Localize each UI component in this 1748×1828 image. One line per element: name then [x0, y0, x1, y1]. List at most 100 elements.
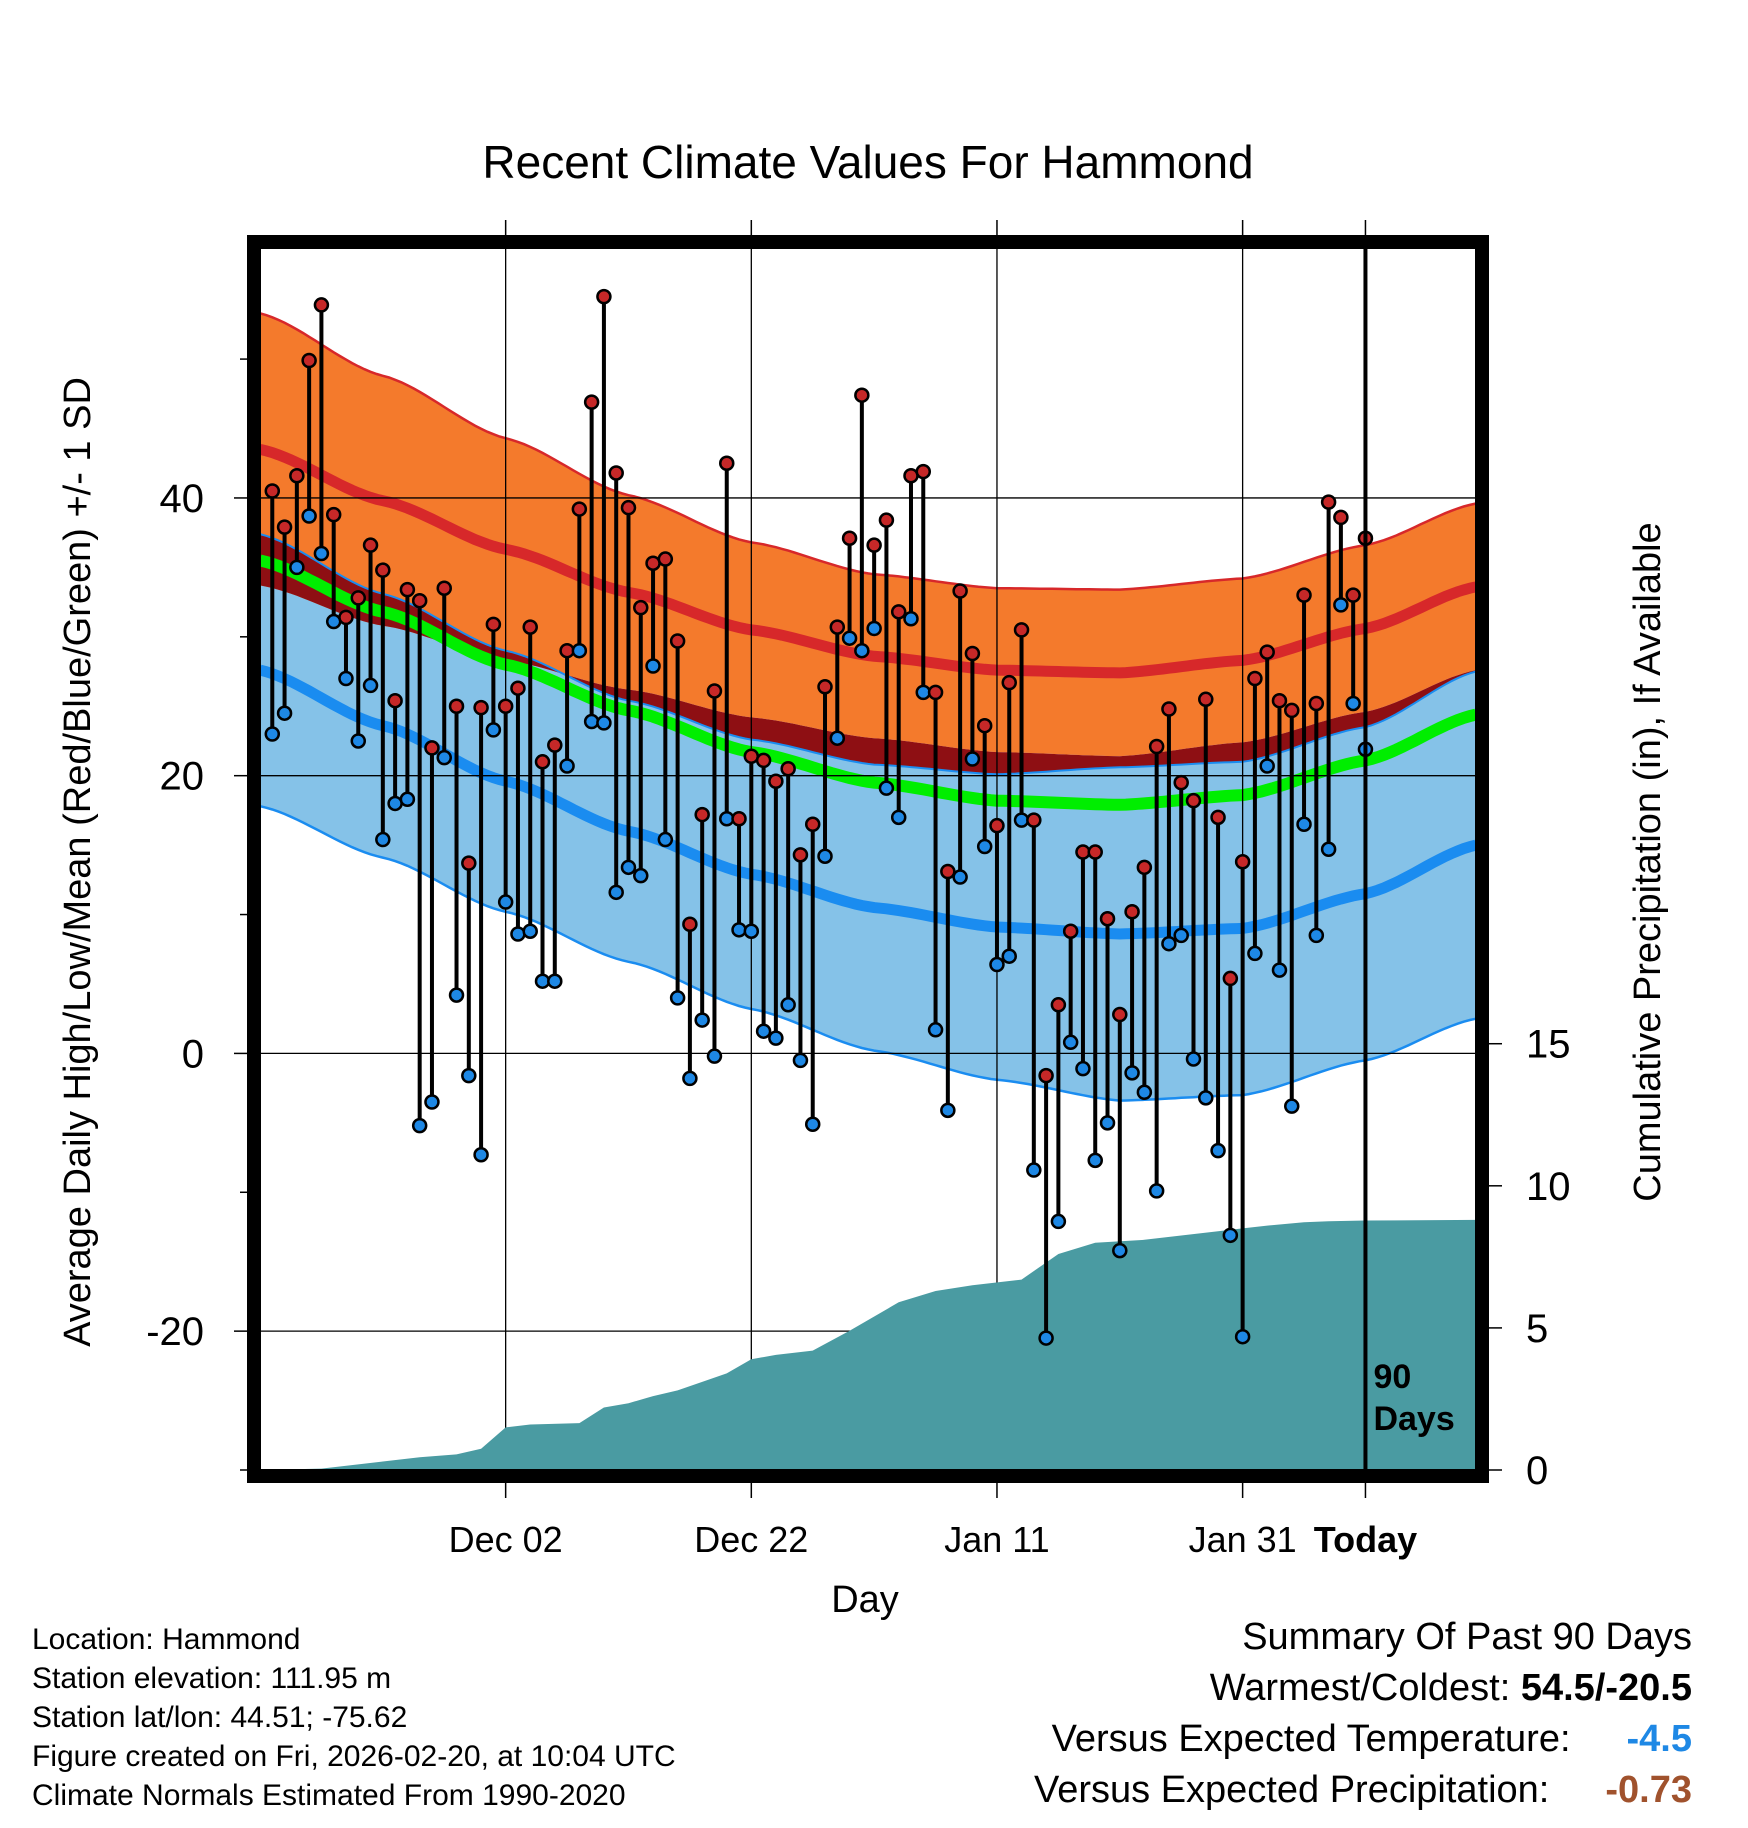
y-tick-label: 20	[160, 755, 205, 799]
daily-low-point	[829, 730, 846, 746]
daily-high-point	[522, 619, 538, 635]
daily-high-point	[1087, 844, 1103, 860]
daily-high-point	[485, 616, 502, 633]
daily-low-point	[375, 831, 391, 848]
daily-low-point	[890, 809, 907, 826]
location-text: Location: Hammond	[32, 1623, 301, 1656]
daily-low-point	[878, 780, 895, 796]
daily-high-point	[547, 737, 563, 753]
daily-low-point	[669, 990, 686, 1006]
daily-low-point	[547, 973, 563, 989]
daily-low-point	[596, 715, 612, 731]
elevation-text: Station elevation: 111.95 m	[32, 1662, 392, 1695]
daily-low-point	[633, 867, 649, 884]
daily-high-point	[424, 740, 440, 756]
daily-low-point	[1148, 1183, 1165, 1199]
daily-low-point	[1038, 1330, 1054, 1346]
x-axis-label: Day	[831, 1579, 899, 1621]
daily-low-point	[473, 1147, 489, 1163]
daily-high-point	[927, 684, 944, 701]
y2-tick-label: 15	[1526, 1023, 1571, 1067]
daily-low-point	[817, 848, 833, 864]
daily-high-point	[768, 773, 784, 789]
daily-high-point	[657, 551, 674, 567]
y2-tick-label: 0	[1526, 1449, 1548, 1493]
daily-high-point	[976, 717, 993, 734]
daily-low-point	[424, 1094, 440, 1110]
daily-low-point	[1173, 927, 1189, 944]
daily-low-point	[1234, 1328, 1251, 1345]
daily-high-point	[1247, 670, 1263, 687]
y2-tick-label: 5	[1526, 1307, 1548, 1351]
daily-high-point	[706, 683, 723, 699]
daily-high-point	[497, 698, 514, 714]
daily-high-point	[1038, 1067, 1054, 1084]
daily-low-point	[411, 1117, 428, 1134]
daily-high-point	[473, 699, 489, 716]
daily-high-point	[1296, 587, 1312, 603]
daily-high-point	[1013, 622, 1030, 638]
daily-high-point	[1333, 509, 1349, 526]
daily-low-point	[289, 559, 305, 576]
daily-high-point	[1185, 792, 1202, 809]
daily-high-point	[289, 467, 305, 484]
daily-high-point	[1284, 702, 1300, 719]
daily-high-point	[1259, 644, 1275, 660]
daily-low-point	[841, 630, 858, 646]
precip-value: -0.73	[1605, 1769, 1692, 1811]
daily-high-point	[940, 863, 956, 880]
daily-low-point	[952, 869, 968, 885]
daily-high-point	[694, 806, 710, 823]
daily-low-point	[804, 1116, 821, 1132]
daily-high-point	[534, 754, 551, 770]
y2-tick-label: 10	[1526, 1165, 1571, 1209]
daily-high-point	[350, 590, 367, 606]
y-tick-label: -20	[146, 1310, 204, 1354]
daily-high-point	[387, 692, 403, 709]
daily-high-point	[755, 752, 772, 769]
daily-high-point	[1001, 674, 1018, 691]
daily-low-point	[313, 545, 330, 562]
plot-frame	[247, 235, 1489, 1483]
daily-low-point	[264, 726, 281, 742]
daily-low-point	[485, 722, 502, 738]
daily-high-point	[1136, 859, 1153, 876]
daily-high-point	[608, 465, 624, 481]
daily-low-point	[657, 831, 674, 848]
daily-low-point	[338, 670, 354, 687]
daily-low-point	[1087, 1152, 1103, 1169]
daily-low-point	[1345, 695, 1361, 712]
daily-high-point	[1161, 701, 1177, 717]
daily-low-point	[1001, 948, 1018, 964]
daily-high-point	[829, 619, 846, 635]
daily-high-point	[448, 698, 465, 714]
daily-low-point	[362, 677, 379, 694]
daily-high-point	[1222, 970, 1239, 987]
daily-high-point	[854, 387, 870, 403]
daily-high-point	[1148, 738, 1165, 755]
high-band-upper-edge	[259, 312, 1477, 591]
today-label-days: Days	[1373, 1400, 1454, 1438]
daily-low-point	[1062, 1034, 1079, 1051]
daily-high-point	[399, 581, 416, 598]
low-band-lower-edge	[259, 804, 1477, 1102]
daily-low-point	[608, 884, 624, 901]
daily-high-point	[596, 288, 612, 305]
daily-low-point	[571, 642, 588, 659]
daily-low-point	[1308, 927, 1325, 944]
daily-low-point	[927, 1022, 944, 1038]
daily-high-point	[1320, 494, 1337, 510]
daily-low-point	[694, 1012, 710, 1028]
daily-low-point	[399, 791, 416, 808]
daily-high-point	[952, 583, 968, 599]
daily-high-point	[1271, 692, 1288, 709]
daily-low-point	[497, 894, 514, 910]
daily-low-point	[903, 611, 919, 627]
daily-high-point	[915, 463, 932, 480]
daily-low-point	[1124, 1065, 1140, 1081]
daily-low-point	[448, 987, 465, 1003]
daily-high-point	[313, 297, 330, 313]
daily-low-point	[559, 758, 575, 774]
daily-low-point	[1222, 1227, 1239, 1244]
